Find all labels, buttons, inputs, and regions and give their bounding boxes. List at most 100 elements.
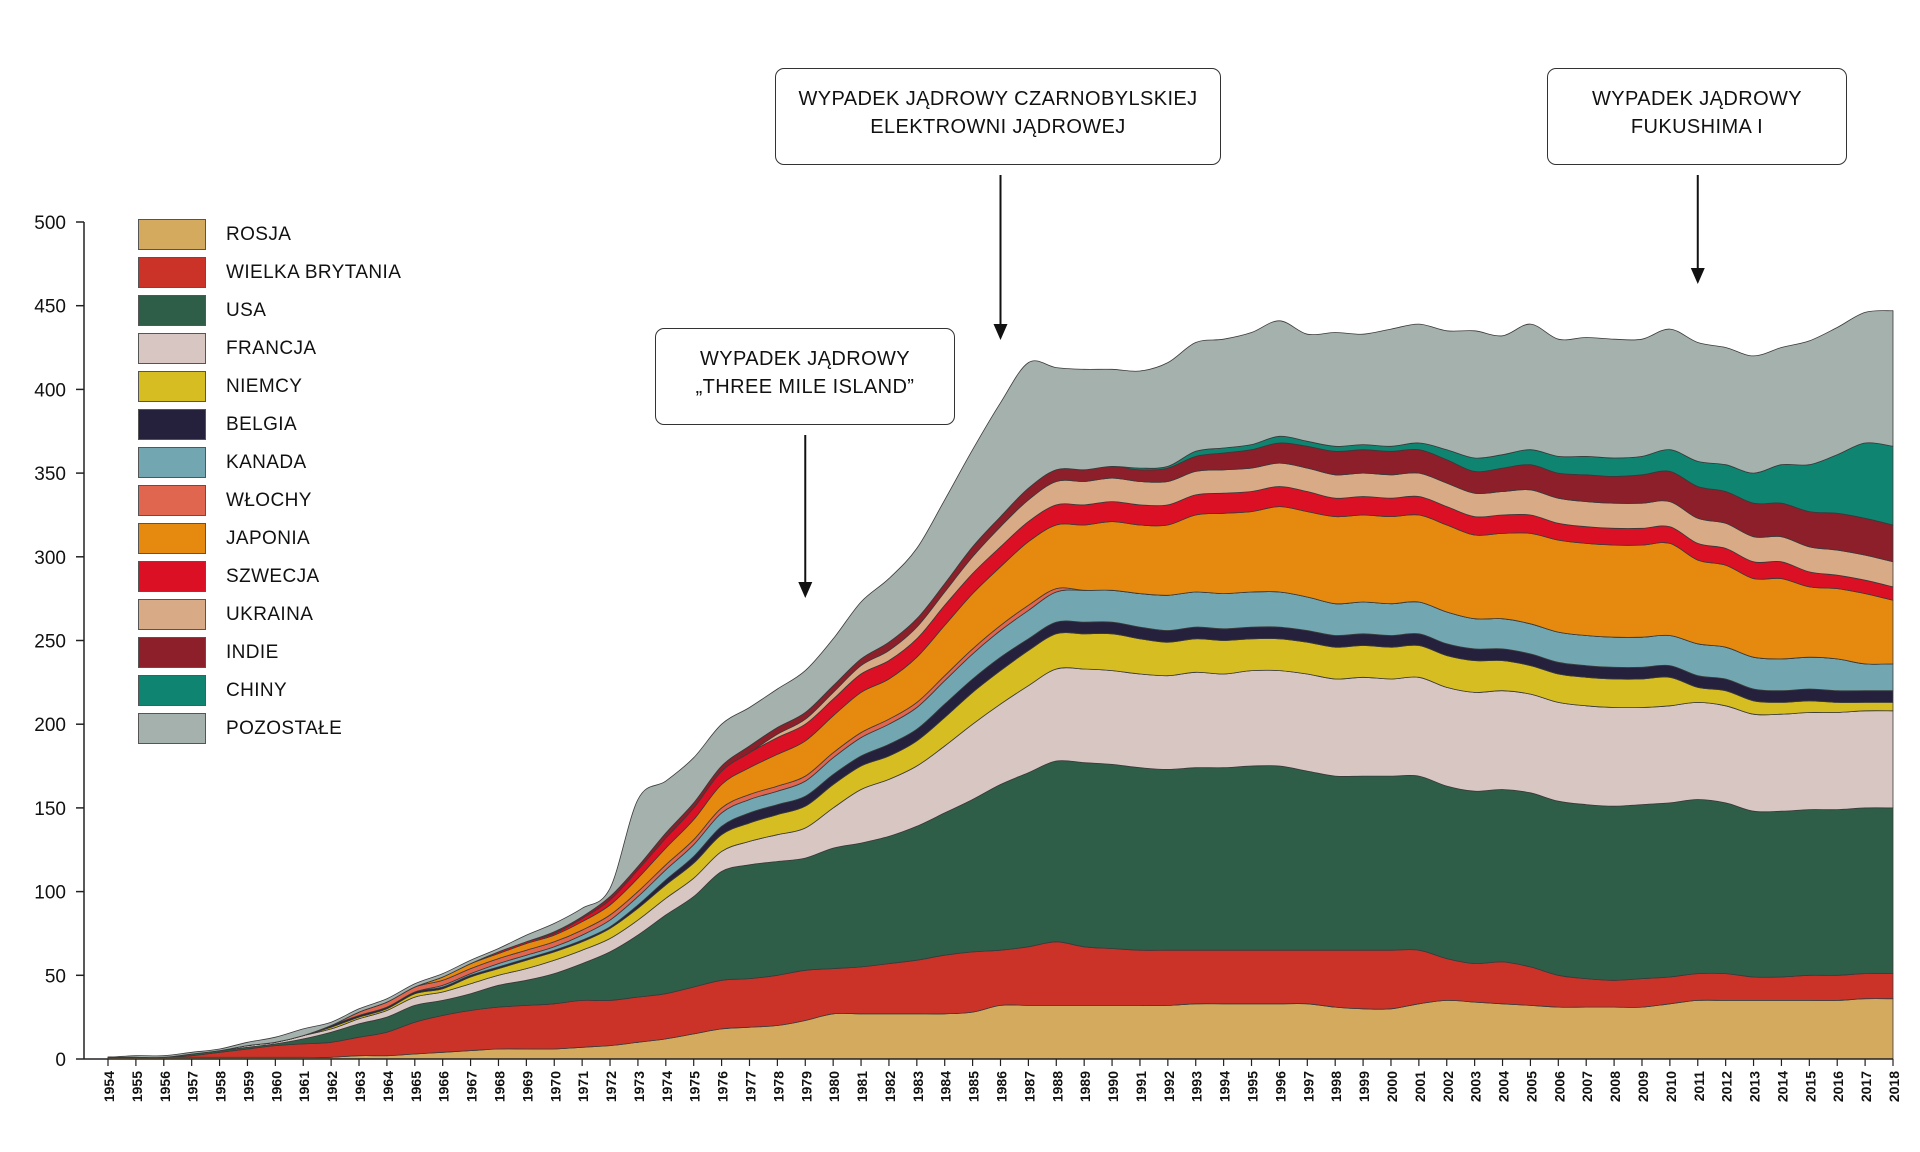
x-tick-label: 1973 (631, 1071, 647, 1102)
legend-label: USA (226, 300, 267, 321)
x-tick-label: 1970 (547, 1071, 563, 1102)
x-tick-label: 1996 (1272, 1071, 1288, 1102)
x-tick-label: 1981 (854, 1071, 870, 1102)
y-tick-label: 500 (34, 213, 66, 234)
x-tick-label: 1991 (1133, 1071, 1149, 1102)
legend-label: CHINY (226, 680, 288, 701)
annotation-arrows (798, 175, 1705, 598)
x-tick-label: 1979 (798, 1071, 814, 1102)
legend-label: POZOSTAŁE (226, 718, 343, 739)
arrow-head-icon (1690, 268, 1705, 284)
callout-chernobyl: WYPADEK JĄDROWY CZARNOBYLSKIEJ ELEKTROWN… (775, 68, 1221, 165)
arrow-head-icon (993, 324, 1008, 340)
x-tick-label: 1993 (1189, 1071, 1205, 1102)
x-tick-label: 1966 (436, 1071, 452, 1102)
x-tick-label: 1960 (268, 1071, 284, 1102)
x-tick-label: 1986 (994, 1071, 1010, 1102)
x-tick-label: 1999 (1356, 1071, 1372, 1102)
x-tick-label: 2017 (1858, 1071, 1874, 1102)
y-tick-label: 0 (55, 1050, 66, 1071)
legend-swatch (138, 295, 206, 326)
x-tick-label: 2010 (1663, 1071, 1679, 1102)
x-tick-label: 1980 (826, 1071, 842, 1102)
x-tick-label: 1959 (240, 1071, 256, 1102)
x-tick-label: 1994 (1217, 1071, 1233, 1102)
legend-label: KANADA (226, 452, 307, 473)
y-tick-label: 350 (34, 464, 66, 485)
x-tick-label: 2014 (1774, 1071, 1790, 1102)
x-tick-label: 1967 (464, 1071, 480, 1102)
callout-line: WYPADEK JĄDROWY (1591, 88, 1803, 110)
x-tick-label: 2004 (1496, 1071, 1512, 1102)
x-tick-label: 2009 (1635, 1071, 1651, 1102)
legend-swatch (138, 713, 206, 744)
x-tick-label: 1989 (1077, 1071, 1093, 1102)
x-tick-label: 2011 (1691, 1071, 1707, 1102)
area-layers (107, 310, 1894, 1060)
callout-line: WYPADEK JĄDROWY CZARNOBYLSKIEJ (798, 88, 1198, 110)
x-tick-label: 1962 (324, 1071, 340, 1102)
x-tick-label: 1961 (296, 1071, 312, 1102)
x-tick-label: 1987 (1021, 1071, 1037, 1102)
x-tick-label: 1992 (1161, 1071, 1177, 1102)
x-tick-label: 1974 (659, 1071, 675, 1102)
y-tick-label: 50 (45, 966, 66, 987)
x-tick-label: 2001 (1412, 1071, 1428, 1102)
legend-swatch (138, 257, 206, 288)
x-tick-label: 2012 (1719, 1071, 1735, 1102)
x-tick-label: 1997 (1300, 1071, 1316, 1102)
legend-swatch (138, 523, 206, 554)
callout-line: ELEKTROWNI JĄDROWEJ (870, 116, 1126, 138)
y-tick-label: 250 (34, 632, 66, 653)
legend-label: JAPONIA (226, 528, 311, 549)
legend-label: WŁOCHY (226, 490, 312, 511)
x-tick-label: 1976 (715, 1071, 731, 1102)
callout-line: FUKUSHIMA I (1630, 116, 1764, 138)
x-tick-label: 1958 (213, 1071, 229, 1102)
callout-line: „THREE MILE ISLAND” (695, 376, 915, 398)
x-tick-label: 1964 (380, 1071, 396, 1102)
x-tick-label: 2016 (1830, 1071, 1846, 1102)
legend-label: WIELKA BRYTANIA (226, 262, 402, 283)
x-tick-label: 1957 (185, 1071, 201, 1102)
x-tick-label: 1971 (575, 1071, 591, 1102)
x-tick-label: 1984 (938, 1071, 954, 1102)
x-tick-label: 2013 (1747, 1071, 1763, 1102)
legend-swatch (138, 485, 206, 516)
x-tick-label: 2006 (1551, 1071, 1567, 1102)
legend-swatch (138, 675, 206, 706)
x-tick-label: 2007 (1579, 1071, 1595, 1102)
x-tick-label: 1969 (519, 1071, 535, 1102)
axes: 0 50 100 150 200 250 300 350 400 450 500 1954 1955 19… (34, 213, 1902, 1102)
legend-swatch (138, 371, 206, 402)
y-tick-label: 300 (34, 548, 66, 569)
legend-label: ROSJA (226, 224, 292, 245)
legend-swatch (138, 333, 206, 364)
x-tick-label: 1995 (1245, 1071, 1261, 1102)
x-tick-label: 2002 (1440, 1071, 1456, 1102)
callout-fukushima: WYPADEK JĄDROWY FUKUSHIMA I (1547, 68, 1847, 165)
legend-swatch (138, 219, 206, 250)
x-tick-label: 1956 (157, 1071, 173, 1102)
legend-label: INDIE (226, 642, 279, 663)
legend-swatch (138, 409, 206, 440)
y-tick-label: 450 (34, 297, 66, 318)
callout-three-mile-island: WYPADEK JĄDROWY „THREE MILE ISLAND” (655, 328, 955, 425)
y-tick-label: 100 (34, 883, 66, 904)
x-tick-label: 1963 (352, 1071, 368, 1102)
y-tick-label: 200 (34, 715, 66, 736)
legend-swatch (138, 637, 206, 668)
y-tick-label: 400 (34, 380, 66, 401)
x-tick-label: 1955 (129, 1071, 145, 1102)
legend-label: SZWECJA (226, 566, 320, 587)
x-tick-label: 2018 (1886, 1071, 1902, 1102)
x-tick-label: 1965 (408, 1071, 424, 1102)
callout-line: WYPADEK JĄDROWY (699, 348, 911, 370)
area-pozostałe (107, 310, 1894, 1058)
x-tick-label: 1983 (910, 1071, 926, 1102)
x-tick-label: 2003 (1468, 1071, 1484, 1102)
y-tick-label: 150 (34, 799, 66, 820)
legend-label: FRANCJA (226, 338, 317, 359)
arrow-head-icon (798, 582, 813, 598)
